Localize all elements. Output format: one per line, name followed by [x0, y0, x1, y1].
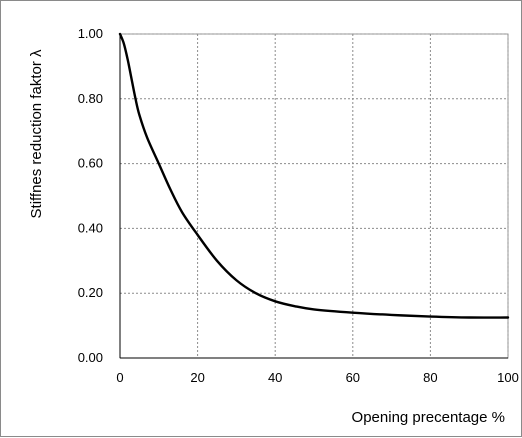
series-line	[118, 32, 510, 319]
x-tick-label: 60	[346, 370, 360, 385]
y-tick-label: 0.00	[78, 350, 103, 365]
y-tick-label: 0.80	[78, 91, 103, 106]
y-tick-label: 0.40	[78, 220, 103, 235]
axes	[119, 34, 508, 359]
x-tick-label: 100	[497, 370, 519, 385]
y-tick-label: 1.00	[78, 26, 103, 41]
y-tick-label: 0.20	[78, 285, 103, 300]
series-group	[118, 32, 510, 319]
x-tick-label: 40	[268, 370, 282, 385]
tick-labels: 0.00 0.20 0.40 0.60 0.80 1.00 0 20 40 60 80 100	[78, 26, 519, 385]
y-tick-label: 0.60	[78, 156, 103, 171]
x-tick-label: 0	[116, 370, 123, 385]
x-tick-label: 20	[190, 370, 204, 385]
y-axis-label: Stiffnes reduction faktor λ	[28, 49, 45, 218]
x-tick-label: 80	[423, 370, 437, 385]
x-axis-label: Opening precentage %	[352, 409, 505, 426]
